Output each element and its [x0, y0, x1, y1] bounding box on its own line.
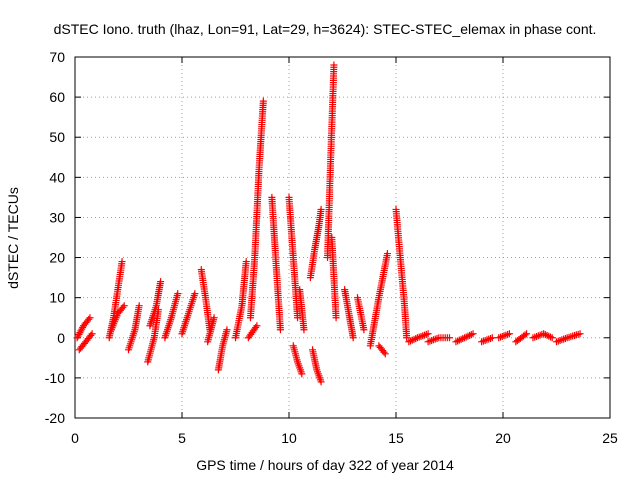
data-point: [360, 326, 368, 334]
data-point: [210, 314, 218, 322]
data-point: [381, 350, 389, 358]
data-point-interp: [119, 303, 127, 311]
data-point: [405, 338, 413, 346]
data-point: [118, 258, 126, 266]
data-point-interp: [464, 332, 472, 340]
data-point: [259, 97, 267, 105]
data-point-interp: [380, 348, 388, 356]
x-tick-label: 5: [178, 430, 186, 446]
data-point: [298, 370, 306, 378]
data-point: [174, 290, 182, 298]
chart-title: dSTEC Iono. truth (lhaz, Lon=91, Lat=29,…: [54, 21, 597, 37]
x-tick-label: 15: [388, 430, 404, 446]
data-point: [460, 334, 468, 342]
data-point: [332, 314, 340, 322]
data-point: [88, 330, 96, 338]
data-point: [135, 302, 143, 310]
y-tick-label: 10: [49, 290, 65, 306]
data-points: [73, 61, 584, 386]
data-point: [424, 330, 432, 338]
y-axis-label: dSTEC / TECUs: [5, 187, 21, 289]
data-point: [505, 330, 513, 338]
y-tick-label: -10: [45, 370, 65, 386]
data-point-interp: [457, 335, 465, 343]
data-point-interp: [87, 331, 95, 339]
y-tick-label: 60: [49, 89, 65, 105]
plot-frame: [74, 56, 611, 419]
y-tick-label: 0: [57, 330, 65, 346]
data-point: [191, 290, 199, 298]
data-point-interp: [408, 336, 416, 344]
data-point: [294, 314, 302, 322]
data-point: [540, 330, 548, 338]
y-tick-label: 30: [49, 209, 65, 225]
data-point: [317, 205, 325, 213]
data-point: [242, 258, 250, 266]
data-point-interp: [85, 315, 93, 323]
data-point-interp: [410, 335, 418, 343]
data-point-interp: [462, 333, 470, 341]
data-point: [349, 334, 357, 342]
x-tick-label: 10: [281, 430, 297, 446]
x-tick-label: 25: [602, 430, 618, 446]
data-point: [523, 330, 531, 338]
data-point-interp: [454, 337, 462, 345]
data-point: [576, 330, 584, 338]
x-axis: 0 5 10 15 20 25: [71, 57, 618, 446]
x-axis-label: GPS time / hours of day 322 of year 2014: [196, 457, 454, 473]
data-point-interp: [252, 323, 260, 331]
data-point-interp: [455, 336, 463, 344]
data-point-interp: [407, 337, 415, 345]
data-point: [452, 338, 460, 346]
data-point-interp: [547, 333, 555, 341]
data-point-interp: [467, 331, 475, 339]
y-tick-label: -20: [45, 410, 65, 426]
x-tick-label: 20: [495, 430, 511, 446]
data-point: [120, 302, 128, 310]
data-point-interp: [466, 331, 474, 339]
data-point: [330, 61, 338, 69]
data-point: [317, 378, 325, 386]
data-point: [403, 334, 411, 342]
data-point-interp: [459, 335, 467, 343]
grid: [75, 57, 610, 418]
y-tick-label: 20: [49, 250, 65, 266]
data-point-interp: [412, 335, 420, 343]
data-point: [383, 250, 391, 258]
y-axis: -20 -10 0 10 20 30 40 50 60 70: [45, 49, 610, 426]
data-point: [86, 314, 94, 322]
data-point-interp: [543, 331, 551, 339]
data-point: [300, 326, 308, 334]
data-point: [276, 326, 284, 334]
data-point-interp: [541, 331, 549, 339]
y-tick-label: 70: [49, 49, 65, 65]
data-point: [253, 322, 261, 330]
data-point: [488, 334, 496, 342]
data-point: [157, 278, 165, 286]
y-tick-label: 50: [49, 129, 65, 145]
data-point-interp: [545, 332, 553, 340]
data-point: [446, 334, 453, 342]
y-tick-label: 40: [49, 169, 65, 185]
data-point: [548, 334, 556, 342]
data-point-interp: [521, 331, 529, 339]
data-point: [469, 330, 477, 338]
x-tick-label: 0: [71, 430, 79, 446]
data-point: [223, 326, 231, 334]
